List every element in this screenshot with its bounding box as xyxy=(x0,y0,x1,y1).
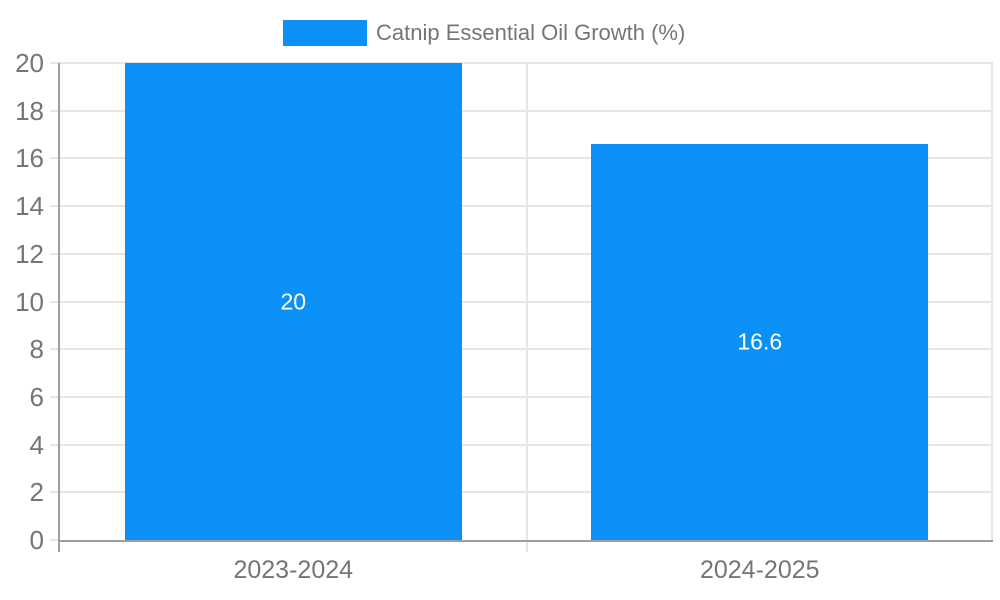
y-axis-tick-label: 2 xyxy=(29,477,44,508)
bar-value-label: 20 xyxy=(280,288,307,314)
bar[interactable] xyxy=(124,63,462,540)
x-axis-label: 2023-2024 xyxy=(233,556,354,584)
legend-label: Catnip Essential Oil Growth (%) xyxy=(376,20,686,45)
y-axis-tick-label: 0 xyxy=(29,525,44,555)
y-tick-mark xyxy=(50,109,60,112)
y-axis-line xyxy=(58,63,60,552)
legend-swatch xyxy=(283,20,367,46)
chart-legend[interactable]: Catnip Essential Oil Growth (%) xyxy=(283,20,685,46)
y-tick-mark xyxy=(50,395,60,398)
y-axis-tick-label: 14 xyxy=(15,191,44,222)
y-axis-tick-label: 6 xyxy=(29,381,44,412)
bar[interactable] xyxy=(591,144,929,540)
y-tick-mark xyxy=(50,157,60,160)
bar-value-label: 16.6 xyxy=(737,328,783,355)
gridline-vertical xyxy=(525,63,528,552)
y-tick-mark xyxy=(50,252,60,255)
y-axis-tick-label: 18 xyxy=(15,95,44,126)
y-axis-tick-label: 4 xyxy=(29,429,44,460)
x-axis-line xyxy=(60,540,993,542)
y-tick-mark xyxy=(50,348,60,351)
y-axis-tick-label: 12 xyxy=(15,238,44,269)
y-tick-mark xyxy=(50,205,60,208)
y-axis-tick-label: 20 xyxy=(15,48,44,78)
y-tick-mark xyxy=(50,300,60,303)
gridline-vertical xyxy=(991,63,993,540)
y-tick-mark xyxy=(50,491,60,494)
y-axis-tick-label: 16 xyxy=(15,143,44,174)
y-tick-mark xyxy=(50,539,60,541)
y-axis-tick-label: 10 xyxy=(15,286,44,317)
y-tick-mark xyxy=(50,62,60,64)
x-axis-label: 2024-2025 xyxy=(699,556,820,584)
y-axis-tick-label: 8 xyxy=(29,334,44,365)
y-tick-mark xyxy=(50,443,60,446)
